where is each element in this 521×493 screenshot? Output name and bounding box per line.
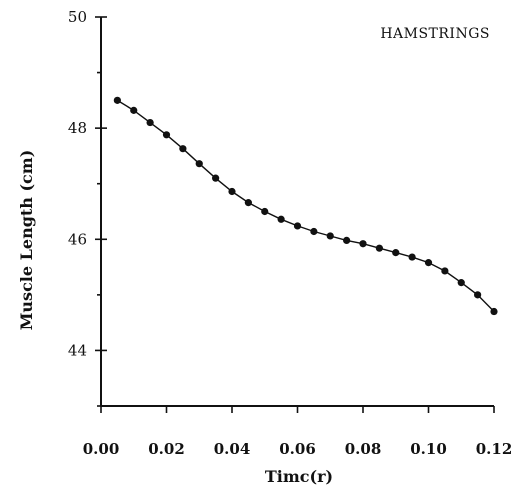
x-tick-label: 0.10: [410, 440, 447, 458]
data-point: [228, 187, 236, 196]
series-line: [117, 99, 495, 312]
data-point: [457, 279, 465, 287]
y-tick-label: 50: [68, 8, 87, 26]
data-point: [212, 174, 220, 182]
y-tick-label: 44: [68, 341, 87, 359]
y-tick-label: 46: [68, 230, 87, 248]
data-point: [490, 307, 498, 316]
y-tick-label: 48: [68, 119, 87, 137]
x-tick-label: 0.02: [148, 440, 185, 458]
data-point: [375, 244, 383, 252]
x-tick-label: 0.12: [476, 440, 513, 458]
data-marks: [113, 96, 498, 316]
data-point: [392, 249, 400, 257]
data-point: [195, 160, 203, 168]
data-point: [244, 199, 252, 207]
data-point: [113, 96, 121, 104]
chart-title: HAMSTRINGS: [380, 26, 490, 42]
data-point: [474, 291, 482, 299]
data-point: [146, 118, 154, 127]
data-point: [408, 253, 416, 261]
data-point: [343, 236, 351, 244]
data-point: [441, 267, 449, 275]
data-point: [179, 145, 187, 153]
x-tick-label: 0.00: [83, 440, 120, 458]
data-point: [424, 259, 433, 267]
x-axis-title: Timc(r): [265, 467, 333, 486]
x-tick-label: 0.04: [214, 440, 251, 458]
x-tick-label: 0.06: [279, 440, 316, 458]
data-point: [310, 227, 318, 236]
data-point: [261, 207, 269, 216]
data-point: [326, 232, 334, 240]
y-axis-title: Muscle Length (cm): [17, 150, 36, 331]
data-point: [130, 106, 138, 114]
data-point: [277, 215, 285, 223]
data-point: [359, 240, 367, 248]
axes: 44 46 48 50 0.00 0.02 0.04 0.06 0.08 0.10 0.12: [68, 8, 512, 458]
x-tick-label: 0.08: [345, 440, 382, 458]
data-point: [293, 222, 302, 230]
data-point: [162, 131, 171, 139]
